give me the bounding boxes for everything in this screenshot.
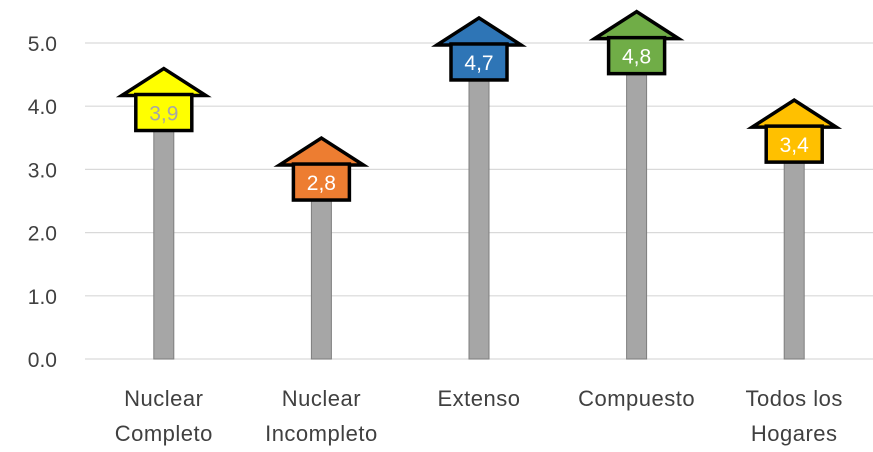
y-tick-label: 2.0 [28,223,57,246]
data-label: 3,9 [149,103,178,126]
bar-group: 4,7 [431,15,527,360]
bar [626,55,648,360]
house-roof [273,135,370,167]
category-labels: Nuclear Completo Nuclear Incompleto Extenso C… [115,386,843,446]
x-tick-label: Extenso [438,386,521,411]
y-tick-label: 3.0 [28,159,57,182]
bar [468,61,490,360]
house-roof [746,98,843,129]
x-tick-label: Compuesto [578,386,695,411]
x-tick-label: Hogares [751,421,838,446]
bar-group: 2,8 [273,135,370,360]
x-tick-label: Nuclear [124,386,203,411]
data-label: 2,8 [307,172,336,195]
house-roof [115,66,212,98]
bar-group: 4,8 [588,9,685,360]
house-roof [588,9,685,41]
house-body [764,124,824,164]
y-tick-label: 5.0 [28,33,57,56]
x-tick-label: Todos los [745,386,842,411]
bar [783,143,805,360]
house-body [606,35,667,76]
x-tick-label: Nuclear [282,386,361,411]
data-label: 4,7 [464,52,493,75]
house-roof [431,15,527,47]
house-body [134,92,194,133]
bars: 3,9 2,8 4,7 4,8 3,4 [115,9,843,360]
bar [310,181,332,360]
x-tick-label: Incompleto [265,421,378,446]
bar-group: 3,9 [115,66,212,360]
bar [153,112,175,360]
y-tick-label: 0.0 [28,349,57,372]
y-axis-tick-labels: 0.0 1.0 2.0 3.0 4.0 5.0 [28,33,57,372]
y-tick-label: 4.0 [28,96,57,119]
y-tick-label: 1.0 [28,286,57,309]
bar-group: 3,4 [746,98,843,360]
x-tick-label: Completo [115,421,213,446]
data-label: 3,4 [780,134,810,157]
house-body [291,162,352,202]
house-body [449,42,509,82]
data-label: 4,8 [622,46,651,69]
